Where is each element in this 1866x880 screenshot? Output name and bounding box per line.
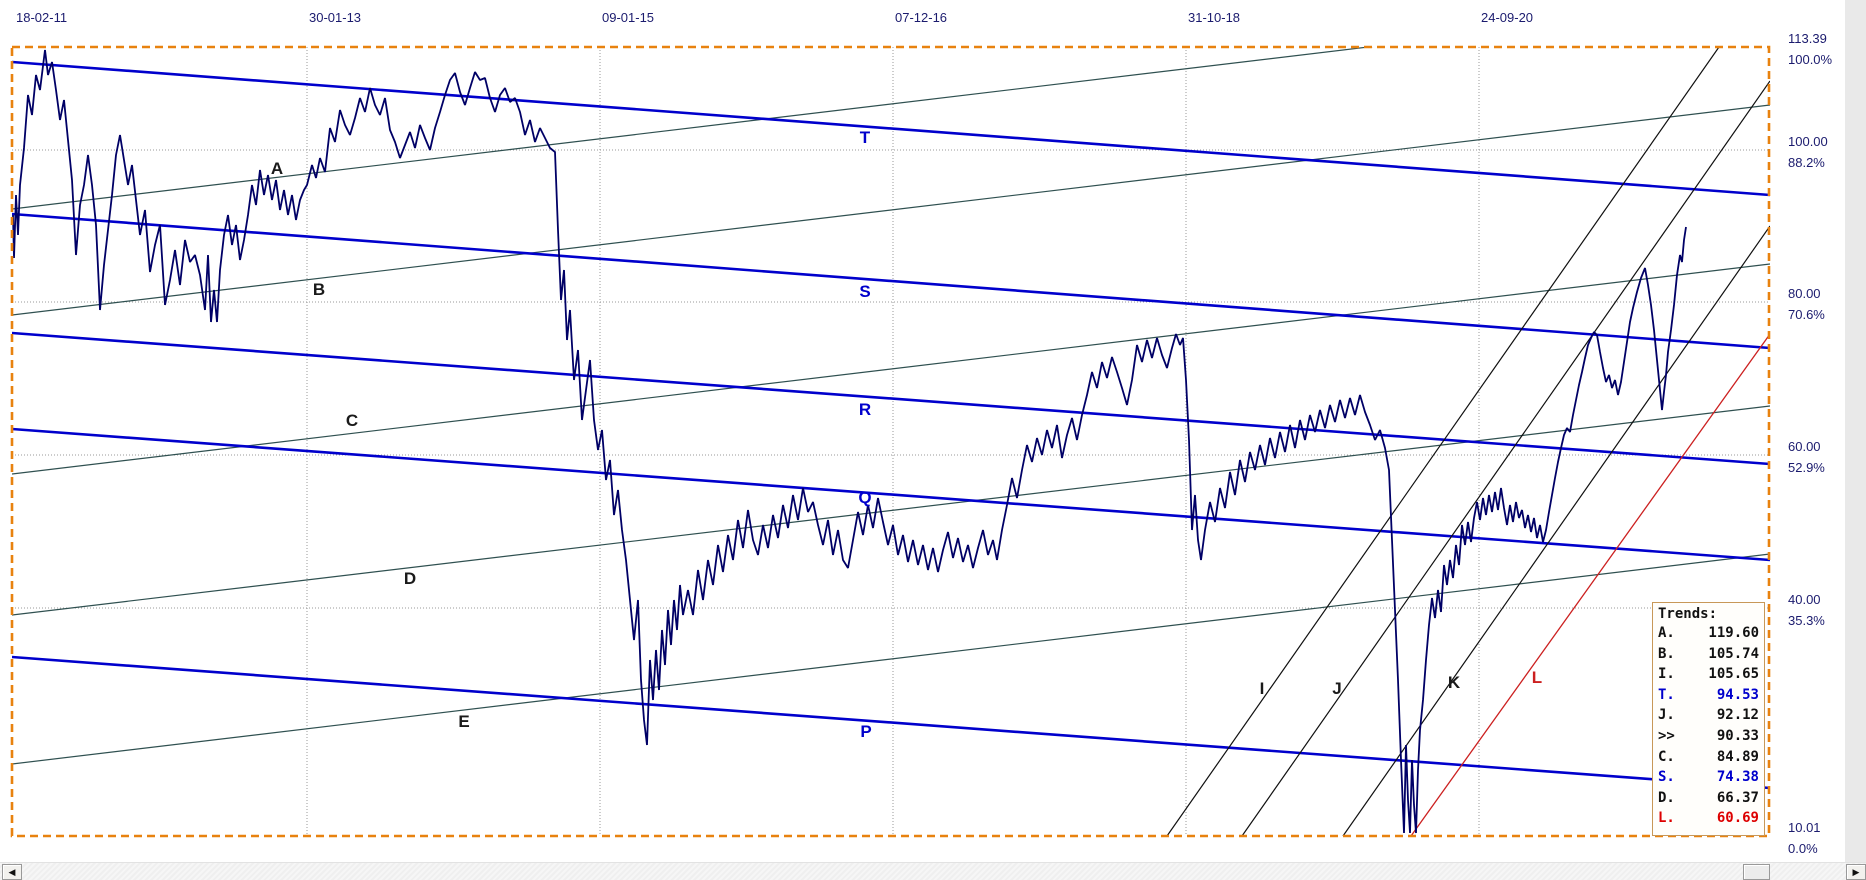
trend-value: 66.37: [1716, 789, 1759, 806]
trend-line-R: [12, 331, 1770, 466]
trend-id: T.: [1658, 686, 1675, 703]
trends-legend-row: S. 74.38: [1658, 767, 1759, 788]
price-axis-value: 10.01: [1788, 820, 1821, 835]
trend-id: D.: [1658, 789, 1675, 806]
trend-line-C: [12, 263, 1770, 475]
trend-line-label-C: C: [346, 411, 358, 430]
trends-legend: Trends: A. 119.60 B. 105.74 I. 105.65 T. 94.53 J…: [1652, 602, 1765, 836]
price-line: [12, 49, 1687, 834]
trend-id: A.: [1658, 625, 1675, 641]
trend-line-T: [12, 60, 1770, 197]
date-axis-label: 24-09-20: [1481, 10, 1534, 25]
trend-line-label-R: R: [859, 400, 871, 419]
trend-line-D: [12, 405, 1770, 616]
price-axis-value: 40.00: [1788, 592, 1821, 607]
trend-line-label-I: I: [1260, 679, 1265, 698]
trend-line-label-E: E: [458, 712, 469, 731]
trends-legend-row: A. 119.60: [1658, 623, 1759, 644]
trend-line-label-D: D: [404, 569, 416, 588]
scroll-left-icon: ◀: [8, 866, 16, 877]
trend-line-B: [12, 104, 1770, 316]
trends-legend-row: B. 105.74: [1658, 644, 1759, 665]
trend-value: 94.53: [1716, 686, 1759, 703]
trend-line-label-S: S: [859, 282, 870, 301]
price-axis-percent: 100.0%: [1788, 52, 1833, 67]
trend-line-label-Q: Q: [858, 488, 871, 507]
date-axis-label: 18-02-11: [16, 10, 68, 25]
trend-id: >>: [1658, 727, 1675, 744]
trend-line-P: [12, 655, 1770, 790]
trends-legend-row: D. 66.37: [1658, 788, 1759, 809]
date-axis-label: 09-01-15: [602, 10, 655, 25]
gridlines: [12, 47, 1770, 836]
trends-legend-row: J. 92.12: [1658, 705, 1759, 726]
trend-value: 84.89: [1716, 748, 1759, 765]
trends-legend-row: C. 84.89: [1658, 747, 1759, 768]
trend-value: 74.38: [1716, 769, 1759, 786]
scroll-left-button[interactable]: ◀: [2, 864, 22, 880]
trend-id: I.: [1658, 666, 1675, 683]
trend-line-label-T: T: [860, 128, 871, 147]
trend-line-S: [12, 212, 1770, 350]
right-margin-strip: [1845, 0, 1866, 862]
trend-line-E: [12, 553, 1770, 765]
horizontal-scrollbar[interactable]: ◀ ▶: [0, 862, 1866, 880]
price-axis-percent: 88.2%: [1788, 155, 1825, 170]
trend-line-Q: [12, 427, 1770, 562]
trend-line-label-A: A: [271, 159, 283, 178]
price-axis-value: 100.00: [1788, 134, 1828, 149]
trend-line-labels: A B C D E T S R Q P I J K L: [271, 128, 1542, 741]
trend-line-label-B: B: [313, 280, 325, 299]
trends-legend-row: I. 105.65: [1658, 664, 1759, 685]
trend-line-label-P: P: [860, 722, 871, 741]
chart-border: [10, 45, 1771, 838]
trend-id: C.: [1658, 748, 1675, 765]
price-axis-percent: 52.9%: [1788, 460, 1825, 475]
trend-value: 105.74: [1708, 645, 1759, 662]
date-axis-label: 07-12-16: [895, 10, 948, 25]
trend-line-I: [1166, 47, 1720, 836]
trend-line-K: [1342, 225, 1770, 836]
trends-legend-title: Trends:: [1658, 606, 1718, 622]
trend-id: L.: [1658, 810, 1675, 827]
date-axis-label: 30-01-13: [309, 10, 362, 25]
date-axis-label: 31-10-18: [1188, 10, 1241, 25]
trends-legend-row: L. 60.69: [1658, 808, 1759, 829]
trend-value: 105.65: [1708, 666, 1759, 683]
trend-value: 60.69: [1716, 810, 1759, 827]
price-axis-value: 80.00: [1788, 286, 1821, 301]
trends-legend-row: >> 90.33: [1658, 726, 1759, 747]
trend-line-label-J: J: [1332, 679, 1341, 698]
price-axis-value: 60.00: [1788, 439, 1821, 454]
trend-value: 90.33: [1716, 727, 1759, 744]
trend-line-label-L: L: [1532, 668, 1542, 687]
trend-lines: [12, 47, 1770, 836]
scrollbar-thumb[interactable]: [1743, 864, 1770, 880]
trend-line-A: [12, 47, 1374, 210]
trend-value: 92.12: [1716, 707, 1759, 724]
price-axis-percent: 35.3%: [1788, 613, 1825, 628]
trend-line-L: [1410, 333, 1770, 836]
trend-id: J.: [1658, 707, 1675, 724]
trend-line-J: [1241, 80, 1770, 836]
trend-id: B.: [1658, 645, 1675, 662]
price-chart: A B C D E T S R Q P I J K L: [10, 45, 1771, 838]
trends-legend-row: T. 94.53: [1658, 685, 1759, 706]
price-axis-value: 113.39: [1788, 31, 1827, 46]
price-axis-percent: 70.6%: [1788, 307, 1825, 322]
trend-id: S.: [1658, 769, 1675, 786]
scroll-right-icon: ▶: [1852, 866, 1860, 877]
trend-line-label-K: K: [1448, 673, 1461, 692]
price-path: [12, 49, 1687, 834]
scroll-right-button[interactable]: ▶: [1846, 864, 1866, 880]
price-axis-percent: 0.0%: [1788, 841, 1818, 856]
trend-value: 119.60: [1708, 625, 1759, 641]
